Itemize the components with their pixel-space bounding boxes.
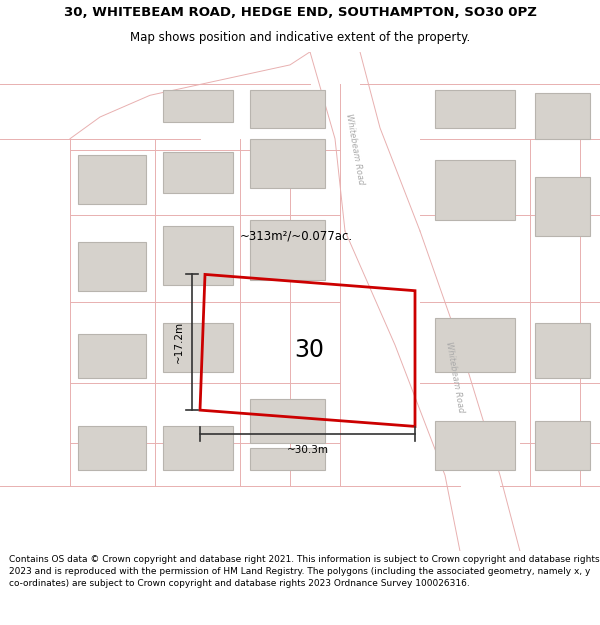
Bar — [163, 90, 233, 123]
Text: ~313m²/~0.077ac.: ~313m²/~0.077ac. — [240, 230, 353, 243]
Text: 30: 30 — [294, 338, 324, 362]
Bar — [535, 93, 590, 139]
Text: Whitebeam Road: Whitebeam Road — [344, 113, 365, 186]
Bar — [535, 323, 590, 378]
Text: 30, WHITEBEAM ROAD, HEDGE END, SOUTHAMPTON, SO30 0PZ: 30, WHITEBEAM ROAD, HEDGE END, SOUTHAMPT… — [64, 6, 536, 19]
Polygon shape — [0, 139, 70, 551]
Bar — [78, 334, 146, 378]
Bar — [78, 242, 146, 291]
Bar — [250, 90, 325, 128]
Bar — [435, 90, 515, 128]
Text: Map shows position and indicative extent of the property.: Map shows position and indicative extent… — [130, 31, 470, 44]
Bar — [250, 448, 325, 470]
Bar — [250, 139, 325, 188]
Text: ~17.2m: ~17.2m — [174, 321, 184, 363]
Text: Contains OS data © Crown copyright and database right 2021. This information is : Contains OS data © Crown copyright and d… — [9, 555, 599, 588]
Polygon shape — [0, 486, 600, 551]
Polygon shape — [310, 52, 420, 231]
Bar — [163, 426, 233, 470]
Polygon shape — [0, 52, 600, 84]
Bar — [163, 152, 233, 193]
Bar — [78, 155, 146, 204]
Bar — [250, 220, 325, 280]
Text: Whitebeam Road: Whitebeam Road — [445, 341, 466, 414]
Bar — [163, 323, 233, 372]
Bar — [535, 421, 590, 470]
Bar — [435, 421, 515, 470]
Polygon shape — [345, 231, 520, 551]
Bar — [163, 226, 233, 285]
Text: ~30.3m: ~30.3m — [287, 445, 329, 455]
Bar — [250, 399, 325, 442]
Bar — [535, 177, 590, 236]
Bar — [435, 318, 515, 372]
Bar — [435, 161, 515, 220]
Polygon shape — [0, 52, 310, 139]
Bar — [78, 426, 146, 470]
